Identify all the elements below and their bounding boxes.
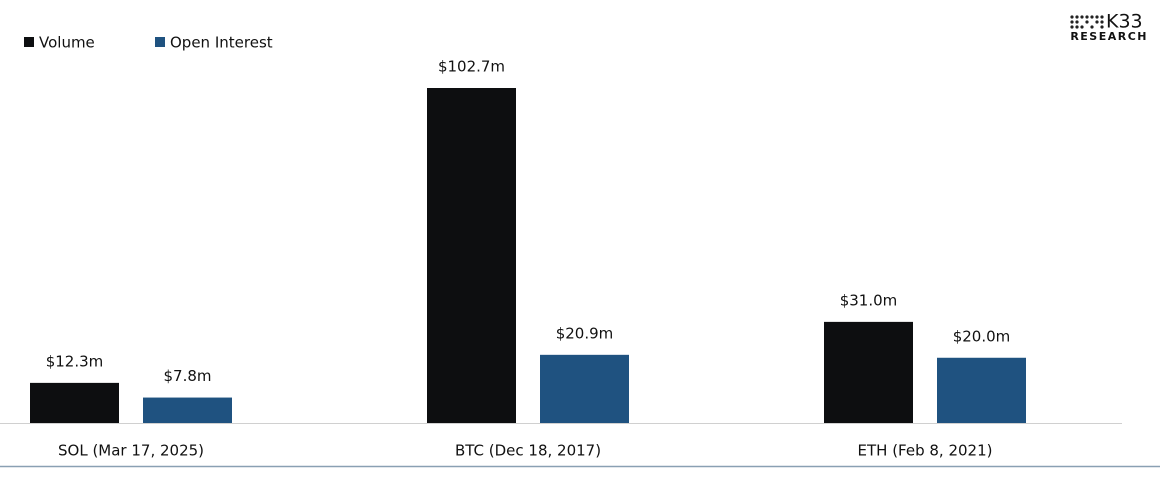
- logo-name: K33: [1106, 11, 1143, 33]
- value-label: $20.0m: [953, 327, 1011, 345]
- legend-swatch: [155, 37, 165, 47]
- x-tick-label: ETH (Feb 8, 2021): [858, 442, 993, 460]
- bar: [30, 382, 119, 423]
- bar: [540, 354, 629, 423]
- logo: K33 RESEARCH: [1070, 11, 1148, 44]
- legend-label: Volume: [39, 34, 95, 52]
- legend-label: Open Interest: [170, 34, 273, 52]
- bar: [427, 88, 516, 423]
- x-tick-label: BTC (Dec 18, 2017): [455, 442, 601, 460]
- value-label: $20.9m: [556, 324, 614, 342]
- value-label: $7.8m: [163, 367, 211, 385]
- x-tick-label: SOL (Mar 17, 2025): [58, 442, 204, 460]
- value-label: $102.7m: [438, 58, 505, 76]
- bar: [143, 397, 232, 423]
- value-label: $12.3m: [46, 352, 104, 370]
- logo-icon: [1070, 15, 1104, 29]
- legend-swatch: [24, 37, 34, 47]
- value-label: $31.0m: [840, 291, 898, 309]
- bar: [937, 357, 1026, 423]
- bar: [824, 321, 913, 423]
- logo-subtitle: RESEARCH: [1070, 30, 1148, 43]
